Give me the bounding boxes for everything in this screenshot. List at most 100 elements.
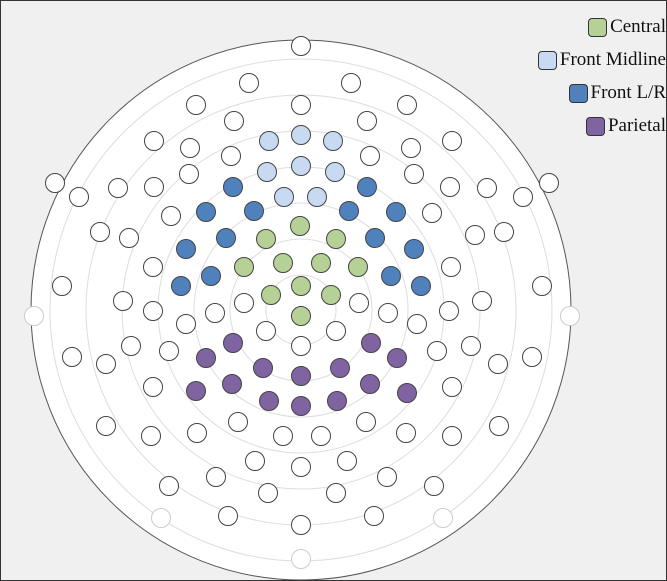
electrode <box>364 506 384 526</box>
electrode <box>397 95 417 115</box>
electrode <box>323 131 343 151</box>
electrode <box>326 483 346 503</box>
electrode <box>261 285 281 305</box>
legend-item: Central <box>588 13 666 41</box>
electrode <box>121 336 141 356</box>
electrode <box>259 131 279 151</box>
electrode <box>186 95 206 115</box>
electrode <box>348 257 368 277</box>
electrode <box>24 306 44 326</box>
electrode <box>440 177 460 197</box>
electrode <box>311 426 331 446</box>
electrode <box>224 111 244 131</box>
legend-label: Central <box>610 16 666 37</box>
electrode <box>327 391 347 411</box>
electrode <box>488 354 508 374</box>
electrode <box>325 162 345 182</box>
electrode <box>513 187 533 207</box>
electrode <box>179 164 199 184</box>
electrode <box>326 229 346 249</box>
electrode <box>239 73 259 93</box>
legend-swatch <box>585 116 605 136</box>
electrode <box>196 348 216 368</box>
electrode <box>186 381 206 401</box>
electrode <box>151 508 171 528</box>
electrode <box>223 333 243 353</box>
electrode <box>159 476 179 496</box>
electrode <box>108 178 128 198</box>
electrode <box>404 239 424 259</box>
electrode <box>291 457 311 477</box>
legend: Central Front Midline Front L/R Parietal <box>537 13 666 140</box>
electrode <box>96 416 116 436</box>
electrode <box>62 347 82 367</box>
electrode <box>424 476 444 496</box>
electrode <box>113 291 133 311</box>
electrode <box>311 253 331 273</box>
electrode <box>52 276 72 296</box>
electrode <box>291 95 311 115</box>
electrode <box>176 239 196 259</box>
electrode <box>141 426 161 446</box>
electrode <box>223 177 243 197</box>
electrode <box>159 341 179 361</box>
electrode <box>494 222 514 242</box>
electrode <box>401 138 421 158</box>
electrode <box>290 216 310 236</box>
electrode <box>245 451 265 471</box>
electrode <box>291 549 311 569</box>
electrode <box>532 276 552 296</box>
electrode <box>560 306 580 326</box>
electrode <box>465 225 485 245</box>
electrode <box>180 138 200 158</box>
electrode <box>171 276 191 296</box>
electrode <box>357 177 377 197</box>
electrode <box>407 314 427 334</box>
electrode <box>321 285 341 305</box>
electrode <box>144 131 164 151</box>
ring <box>193 202 409 418</box>
electrode <box>259 391 279 411</box>
legend-label: Front Midline <box>559 49 666 70</box>
electrode <box>442 426 462 446</box>
electrode <box>222 374 242 394</box>
legend-label: Parietal <box>607 115 666 136</box>
electrode <box>45 173 65 193</box>
electrode <box>397 383 417 403</box>
legend-item: Front L/R <box>568 79 666 107</box>
electrode <box>216 228 236 248</box>
electrode <box>360 146 380 166</box>
electrode <box>396 423 416 443</box>
electrode <box>69 187 89 207</box>
electrode <box>539 173 559 193</box>
electrode <box>218 506 238 526</box>
electrode <box>143 377 163 397</box>
electrode <box>349 293 369 313</box>
electrode <box>291 276 311 296</box>
electrode <box>257 162 277 182</box>
electrode <box>256 321 276 341</box>
electrode <box>144 177 164 197</box>
electrode <box>274 187 294 207</box>
electrode <box>377 467 397 487</box>
electrode <box>291 366 311 386</box>
electrode <box>291 396 311 416</box>
electrode <box>522 347 542 367</box>
electrode <box>291 36 311 56</box>
electrode <box>291 306 311 326</box>
electrode <box>291 336 311 356</box>
electrode <box>228 412 248 432</box>
electrode <box>439 301 459 321</box>
electrode <box>361 333 381 353</box>
electrode <box>291 156 311 176</box>
electrode <box>472 291 492 311</box>
electrode <box>273 426 293 446</box>
electrode <box>143 301 163 321</box>
electrode <box>258 483 278 503</box>
electrode <box>442 131 462 151</box>
electrode <box>422 203 442 223</box>
electrode <box>206 467 226 487</box>
electrode <box>433 508 453 528</box>
